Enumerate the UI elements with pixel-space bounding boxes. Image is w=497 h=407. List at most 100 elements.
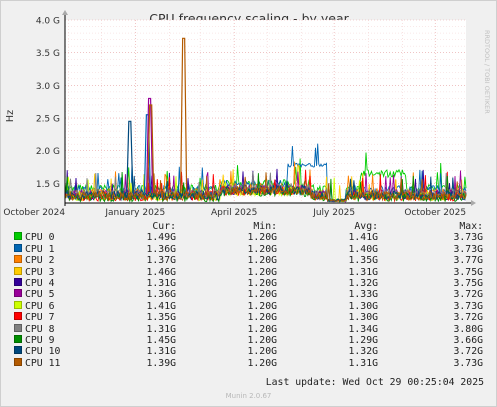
legend-avg-value: 1.34G (348, 323, 379, 335)
x-tick-label: October 2024 (3, 208, 65, 218)
legend-swatch (14, 300, 22, 309)
legend-row: CPU 10 1.31G 1.20G 1.32G 3.72G (14, 346, 488, 357)
legend-cur-value: 1.31G (146, 346, 177, 358)
legend-series-name: CPU 1 (25, 243, 55, 255)
x-axis-arrow (471, 200, 476, 206)
series-line (64, 171, 467, 203)
legend-avg-value: 1.40G (348, 243, 379, 255)
legend-series-name: CPU 11 (25, 357, 61, 369)
legend-min-value: 1.20G (247, 323, 278, 335)
series-spike (126, 120, 134, 194)
legend-min-value: 1.20G (247, 300, 278, 312)
legend-max-value: 3.75G (453, 266, 484, 278)
legend-max-value: 3.72G (453, 289, 484, 301)
legend-cur-value: 1.37G (146, 255, 177, 267)
legend-swatch (14, 323, 22, 332)
legend-row: CPU 0 1.49G 1.20G 1.41G 3.73G (14, 232, 488, 243)
legend-cur-value: 1.31G (146, 323, 177, 335)
last-update: Last update: Wed Oct 29 00:25:04 2025 (265, 377, 484, 388)
legend-min-value: 1.20G (247, 277, 278, 289)
series-spike (143, 114, 151, 194)
y-tick-label: 3.0 G (36, 82, 60, 92)
legend-swatch (14, 334, 22, 343)
legend-min-value: 1.20G (247, 289, 278, 301)
legend-avg-value: 1.41G (348, 232, 379, 244)
legend-avg-value: 1.31G (348, 357, 379, 369)
legend-cur-value: 1.49G (146, 232, 177, 244)
legend-series-name: CPU 3 (25, 266, 55, 278)
legend-series-name: CPU 10 (25, 346, 61, 358)
legend-header-min: Min: (253, 221, 277, 232)
legend-row: CPU 2 1.37G 1.20G 1.35G 3.77G (14, 255, 488, 266)
legend-avg-value: 1.31G (348, 266, 379, 278)
legend-min-value: 1.20G (247, 266, 278, 278)
y-tick-label: 4.0 G (36, 17, 60, 27)
legend-row: CPU 1 1.36G 1.20G 1.40G 3.73G (14, 243, 488, 255)
rrdtool-watermark: RRDTOOL / TOBI OETIKER (483, 30, 491, 114)
legend-swatch (14, 277, 22, 286)
legend-swatch (14, 243, 22, 252)
x-tick-label: April 2025 (211, 208, 257, 218)
legend-header-avg: Avg: (354, 221, 378, 232)
legend-avg-value: 1.33G (348, 289, 379, 301)
legend-series-name: CPU 5 (25, 289, 55, 301)
x-tick-label: October 2025 (404, 208, 466, 218)
legend-avg-value: 1.35G (348, 255, 379, 267)
legend-row: CPU 6 1.41G 1.20G 1.30G 3.73G (14, 300, 488, 312)
legend-cur-value: 1.35G (146, 312, 177, 324)
legend-avg-value: 1.32G (348, 346, 379, 358)
legend-series-name: CPU 9 (25, 334, 55, 346)
legend-cur-value: 1.36G (146, 243, 177, 255)
series-line (64, 172, 467, 202)
series-spike (147, 104, 155, 194)
legend-min-value: 1.20G (247, 346, 278, 358)
legend-series-name: CPU 2 (25, 255, 55, 267)
legend-min-value: 1.20G (247, 232, 278, 244)
y-axis-label: Hz (5, 110, 16, 122)
x-tick-label: January 2025 (104, 208, 165, 218)
legend: Cur: Min: Avg: Max: CPU 0 1.49G 1.20G 1.41G… (14, 221, 488, 369)
legend-cur-value: 1.41G (146, 300, 177, 312)
legend-avg-value: 1.30G (348, 312, 379, 324)
legend-rows: CPU 0 1.49G 1.20G 1.41G 3.73G CPU 1 1.36G 1.20G… (14, 232, 488, 369)
y-tick-label: 2.0 G (36, 147, 60, 157)
legend-max-value: 3.73G (453, 232, 484, 244)
legend-cur-value: 1.39G (146, 357, 177, 369)
legend-row: CPU 4 1.31G 1.20G 1.32G 3.75G (14, 277, 488, 289)
legend-swatch (14, 289, 22, 298)
legend-max-value: 3.72G (453, 346, 484, 358)
legend-max-value: 3.80G (453, 323, 484, 335)
legend-avg-value: 1.30G (348, 300, 379, 312)
legend-series-name: CPU 4 (25, 277, 55, 289)
legend-row: CPU 7 1.35G 1.20G 1.30G 3.72G (14, 312, 488, 323)
legend-swatch (14, 357, 22, 366)
legend-series-name: CPU 8 (25, 323, 55, 335)
legend-header-max: Max: (459, 221, 483, 232)
munin-version: Munin 2.0.67 (225, 392, 272, 400)
legend-row: CPU 5 1.36G 1.20G 1.33G 3.72G (14, 289, 488, 300)
legend-max-value: 3.72G (453, 312, 484, 324)
legend-cur-value: 1.36G (146, 289, 177, 301)
series-spike (180, 37, 188, 194)
legend-max-value: 3.66G (453, 334, 484, 346)
legend-row: CPU 8 1.31G 1.20G 1.34G 3.80G (14, 323, 488, 335)
legend-max-value: 3.73G (453, 357, 484, 369)
legend-row: CPU 9 1.45G 1.20G 1.29G 3.66G (14, 334, 488, 346)
legend-cur-value: 1.45G (146, 334, 177, 346)
cpu-frequency-chart: CPU frequency scaling - by year RRDTOOL … (3, 10, 491, 218)
legend-min-value: 1.20G (247, 243, 278, 255)
legend-swatch (14, 255, 22, 264)
legend-header-cur: Cur: (152, 221, 176, 232)
x-tick-label: July 2025 (312, 208, 355, 218)
legend-min-value: 1.20G (247, 334, 278, 346)
legend-row: CPU 11 1.39G 1.20G 1.31G 3.73G (14, 357, 488, 369)
legend-swatch (14, 232, 22, 241)
legend-max-value: 3.73G (453, 243, 484, 255)
legend-header: Cur: Min: Avg: Max: (14, 221, 488, 232)
legend-swatch (14, 266, 22, 275)
legend-swatch (14, 346, 22, 355)
legend-max-value: 3.75G (453, 277, 484, 289)
legend-row: CPU 3 1.46G 1.20G 1.31G 3.75G (14, 266, 488, 278)
y-tick-label: 3.5 G (36, 49, 60, 59)
legend-min-value: 1.20G (247, 255, 278, 267)
